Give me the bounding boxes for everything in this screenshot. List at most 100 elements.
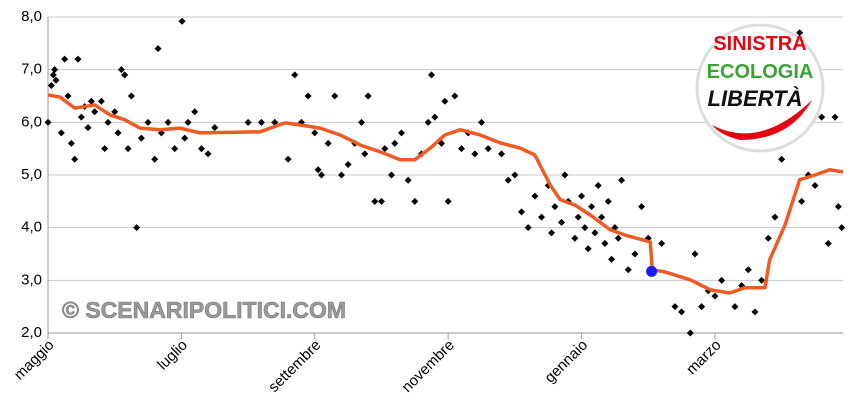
trend-line bbox=[47, 93, 844, 295]
data-point bbox=[718, 276, 726, 284]
data-point bbox=[67, 139, 75, 147]
data-point bbox=[387, 171, 395, 179]
data-point bbox=[397, 129, 405, 137]
logo: SINISTRA ECOLOGIA LIBERTÀ bbox=[695, 23, 825, 153]
data-point bbox=[424, 118, 432, 126]
data-point bbox=[631, 250, 639, 258]
data-point bbox=[671, 303, 679, 311]
data-point bbox=[818, 113, 826, 121]
data-point bbox=[578, 192, 586, 200]
data-point bbox=[811, 182, 819, 190]
data-point bbox=[824, 239, 832, 247]
x-tick-label: novembre bbox=[399, 337, 458, 396]
data-point bbox=[478, 118, 486, 126]
data-point bbox=[257, 118, 265, 126]
y-tick-label: 4,0 bbox=[21, 219, 42, 236]
data-point bbox=[377, 197, 385, 205]
data-point bbox=[594, 182, 602, 190]
y-tick-label: 3,0 bbox=[21, 271, 42, 288]
data-point bbox=[571, 234, 579, 242]
data-point bbox=[133, 224, 141, 232]
y-tick-label: 7,0 bbox=[21, 61, 42, 78]
data-point bbox=[204, 150, 212, 158]
data-point bbox=[511, 171, 519, 179]
data-point bbox=[144, 118, 152, 126]
data-point bbox=[538, 213, 546, 221]
data-point bbox=[74, 55, 82, 63]
data-point bbox=[317, 171, 325, 179]
data-point bbox=[87, 97, 95, 105]
x-tick-label: settembre bbox=[265, 337, 324, 396]
data-point bbox=[758, 276, 766, 284]
data-point bbox=[371, 197, 379, 205]
data-point bbox=[344, 160, 352, 168]
data-point bbox=[638, 203, 646, 211]
data-point bbox=[181, 134, 189, 142]
data-point bbox=[121, 71, 129, 79]
data-point bbox=[64, 92, 72, 100]
data-point bbox=[444, 197, 452, 205]
x-tick-label: gennaio bbox=[541, 337, 591, 387]
data-point bbox=[691, 250, 699, 258]
data-point bbox=[154, 45, 162, 53]
data-point bbox=[314, 166, 322, 174]
data-point bbox=[624, 266, 632, 274]
data-point bbox=[588, 203, 596, 211]
data-point bbox=[124, 145, 132, 153]
data-point bbox=[137, 134, 145, 142]
data-point bbox=[381, 145, 389, 153]
logo-line: ECOLOGIA bbox=[707, 61, 814, 83]
data-point bbox=[771, 213, 779, 221]
data-point bbox=[558, 218, 566, 226]
data-point bbox=[498, 150, 506, 158]
data-point bbox=[458, 145, 466, 153]
data-point bbox=[834, 203, 842, 211]
x-tick-label: maggio bbox=[11, 337, 58, 384]
data-point bbox=[778, 155, 786, 163]
x-tick-label: luglio bbox=[154, 337, 191, 374]
y-tick-label: 2,0 bbox=[21, 324, 42, 341]
data-point bbox=[364, 92, 372, 100]
highlight-point bbox=[646, 265, 658, 277]
data-point bbox=[591, 229, 599, 237]
data-point bbox=[104, 118, 112, 126]
data-point bbox=[561, 171, 569, 179]
watermark: © SCENARIPOLITICI.COM bbox=[62, 297, 346, 323]
data-point bbox=[291, 71, 299, 79]
data-point bbox=[171, 145, 179, 153]
data-point bbox=[191, 108, 199, 116]
data-point bbox=[614, 234, 622, 242]
data-point bbox=[284, 155, 292, 163]
data-point bbox=[47, 81, 55, 89]
data-point bbox=[471, 150, 479, 158]
data-point bbox=[686, 329, 694, 337]
data-point bbox=[61, 55, 69, 63]
data-point bbox=[838, 224, 846, 232]
y-tick-label: 6,0 bbox=[21, 113, 42, 130]
data-point bbox=[711, 292, 719, 300]
data-point bbox=[324, 139, 332, 147]
data-point bbox=[91, 108, 99, 116]
data-point bbox=[608, 255, 616, 263]
data-point bbox=[57, 129, 65, 137]
data-point bbox=[84, 124, 92, 132]
data-point bbox=[97, 97, 105, 105]
data-point bbox=[244, 118, 252, 126]
data-point bbox=[431, 113, 439, 121]
logo-swoosh bbox=[712, 100, 812, 140]
data-point bbox=[111, 108, 119, 116]
data-point bbox=[77, 113, 85, 121]
data-point bbox=[49, 71, 57, 79]
data-point bbox=[698, 303, 706, 311]
data-point bbox=[331, 92, 339, 100]
data-point bbox=[441, 97, 449, 105]
data-point bbox=[581, 224, 589, 232]
data-point bbox=[391, 139, 399, 147]
data-point bbox=[524, 224, 532, 232]
data-point bbox=[751, 308, 759, 316]
data-point bbox=[361, 150, 369, 158]
data-point bbox=[598, 213, 606, 221]
data-point bbox=[211, 124, 219, 132]
data-point bbox=[484, 145, 492, 153]
